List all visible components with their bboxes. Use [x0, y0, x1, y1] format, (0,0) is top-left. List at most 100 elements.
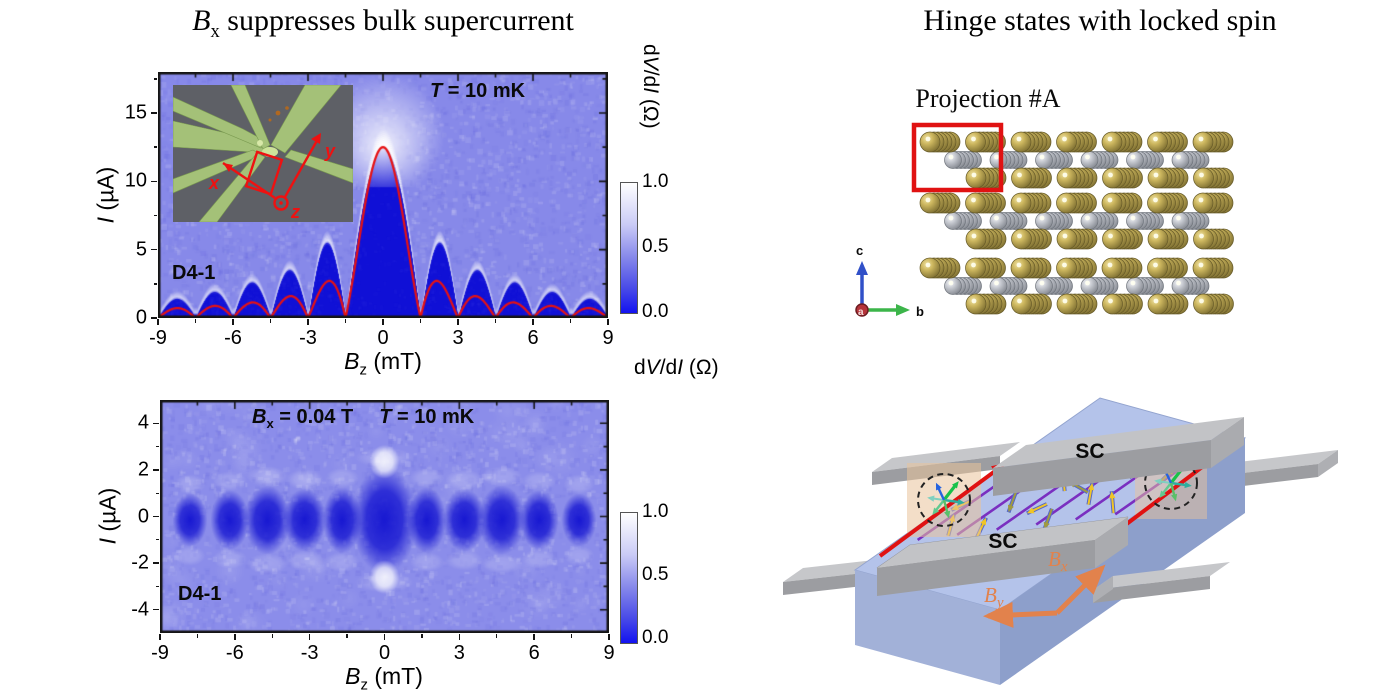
arrowhead [1184, 481, 1192, 489]
atom-highlight [1085, 280, 1090, 286]
atom-highlight [925, 262, 931, 268]
arrow-shaft [878, 466, 1001, 558]
x-axis-tick [157, 319, 159, 325]
atom [1102, 228, 1123, 250]
atom [944, 212, 962, 230]
plot1-x-axis-label: Bz (mT) [344, 348, 422, 379]
atom-highlight [1085, 154, 1090, 160]
atom [965, 228, 987, 250]
atom [1101, 192, 1123, 214]
atom-highlight [1107, 262, 1113, 268]
x-axis-tick-label: -3 [300, 642, 319, 664]
y-axis-minor-tick [155, 492, 159, 494]
y-axis-tick [153, 608, 159, 611]
left-panel-title: Bx suppresses bulk supercurrent [192, 4, 574, 43]
atom [1056, 257, 1077, 279]
y-axis-tick [151, 112, 157, 114]
arrowhead [1026, 507, 1035, 514]
y-axis-minor-tick [153, 78, 157, 80]
x-axis-minor-tick [196, 634, 199, 638]
atom-highlight [925, 136, 931, 142]
unit-cell-highlight-box [911, 122, 1004, 193]
y-axis-tick [153, 562, 159, 564]
x-axis-tick-label: 6 [528, 642, 540, 664]
plot1-colorbar-tick-1: 1.0 [642, 171, 669, 192]
arrowhead [1087, 482, 1095, 491]
x-axis-tick-label: 9 [602, 327, 614, 349]
atom-highlight [971, 172, 977, 178]
atom [1192, 257, 1214, 279]
arrowhead [935, 482, 942, 491]
atom-highlight [994, 154, 999, 160]
sc-label-bottom: SC [988, 530, 1017, 553]
atom [1193, 167, 1214, 189]
atom-highlight [1107, 197, 1113, 203]
atom-highlight [1130, 215, 1136, 221]
x-axis-tick-label: -9 [151, 642, 169, 664]
atom-highlight [1062, 233, 1068, 239]
inset-z-label: z [290, 202, 300, 222]
atom-highlight [1130, 154, 1136, 160]
x-axis-tick [457, 319, 459, 325]
cb1-V: V [639, 55, 662, 70]
plot2-colorbar [620, 512, 638, 644]
atom [965, 131, 986, 153]
atom [1192, 131, 1214, 153]
arrowhead [957, 498, 965, 506]
x-axis-tick [608, 634, 610, 640]
arrowhead [1007, 504, 1014, 513]
atom-highlight [1039, 280, 1045, 286]
atom [1035, 151, 1053, 169]
atom-highlight [1017, 233, 1022, 239]
x-axis-tick [607, 319, 609, 325]
y-axis-tick-label: -4 [131, 598, 149, 621]
by-field-label: By [984, 583, 1004, 611]
atom [1056, 192, 1077, 214]
atom [965, 257, 986, 279]
atom [1126, 212, 1144, 230]
atom [1080, 277, 1099, 295]
b-axis-label: b [916, 304, 924, 319]
atom-highlight [1107, 136, 1113, 142]
atom-highlight [1199, 233, 1204, 239]
plot2-field-B: B [252, 406, 267, 428]
y-axis-tick [151, 180, 157, 183]
atom-highlight [948, 215, 954, 221]
atom-highlight [1153, 233, 1159, 239]
plot1-xlabel-B: B [344, 348, 360, 374]
x-axis-tick-label: -9 [149, 327, 167, 349]
y-axis-minor-tick [155, 585, 159, 588]
atom [1126, 151, 1144, 169]
atom-highlight [971, 197, 976, 203]
atom [1126, 277, 1144, 295]
atom [1147, 192, 1168, 214]
x-axis-minor-tick [494, 319, 497, 323]
a-axis-label: a [858, 307, 864, 318]
plot2-temp-value: = 10 mK [391, 406, 475, 428]
plot1-ylabel-unit: (µA) [92, 166, 119, 217]
arrow-shaft [1044, 508, 1053, 526]
y-axis-tick [151, 248, 157, 251]
cb2-d1: d [634, 356, 646, 379]
title-sub-x: x [210, 21, 220, 42]
plot1-colorbar-label: dV/dI (Ω) [638, 44, 662, 129]
arrow-shaft [1030, 503, 1048, 513]
x-axis-minor-tick [346, 634, 348, 638]
x-axis-minor-tick [421, 634, 423, 638]
atom-highlight [1062, 172, 1068, 178]
x-axis-minor-tick [496, 634, 498, 638]
arrowhead [980, 517, 987, 526]
x-axis-arrowhead [223, 163, 233, 172]
atom [1171, 277, 1190, 295]
x-axis-tick-label: 0 [377, 327, 389, 349]
y-axis-minor-tick [153, 146, 157, 148]
atom [1147, 257, 1168, 279]
plot1-xlabel-unit: (mT) [366, 348, 422, 374]
atom [1011, 167, 1032, 189]
atom-highlight [1062, 197, 1067, 203]
arrow-shaft [1009, 491, 1018, 509]
y-axis-arrowhead [311, 133, 321, 144]
atom [1011, 293, 1032, 315]
y-axis-minor-tick [155, 539, 159, 541]
plot2-colorbar-label: dV/dI (Ω) [634, 356, 719, 380]
